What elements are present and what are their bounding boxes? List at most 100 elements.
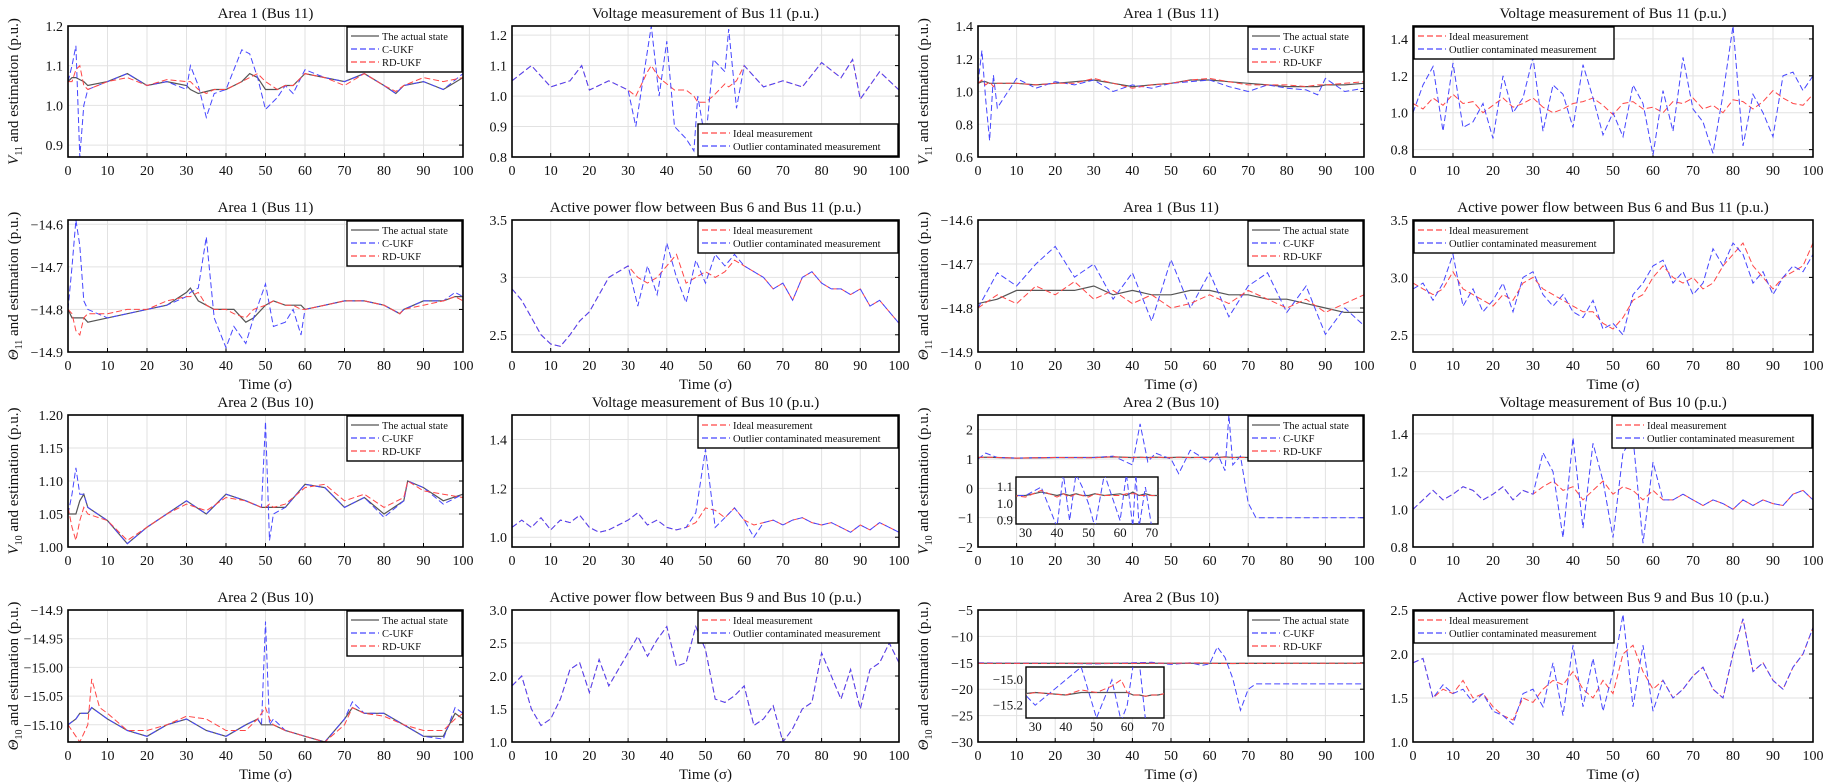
legend: The actual state C-UKF RD-UKF xyxy=(1247,26,1364,73)
x-tick-label: 40 xyxy=(1125,359,1139,374)
y-tick-label: 1.00 xyxy=(39,541,64,556)
legend-label-cukf: C-UKF xyxy=(1283,45,1315,56)
x-tick-label: 40 xyxy=(660,554,674,569)
legend-box xyxy=(697,220,899,254)
x-tick-label: 70 xyxy=(1241,749,1255,764)
x-tick-label: 80 xyxy=(1726,749,1740,764)
series-line-rdukf xyxy=(68,678,463,742)
inset-x-tick-label: 30 xyxy=(1029,719,1042,734)
x-tick-label: 80 xyxy=(377,749,391,764)
x-tick-label: 30 xyxy=(621,164,635,179)
y-tick-label: 1.4 xyxy=(956,20,974,35)
x-tick-label: 60 xyxy=(1203,554,1217,569)
legend-label-rdukf: RD-UKF xyxy=(1283,58,1322,69)
y-tick-label: 1.05 xyxy=(39,508,64,523)
y-tick-label: 1.2 xyxy=(490,482,508,497)
x-tick-label: 10 xyxy=(101,164,115,179)
legend: The actual state C-UKF RD-UKF xyxy=(1247,415,1364,462)
x-tick-label: 80 xyxy=(815,554,829,569)
plot-frame xyxy=(1412,414,1814,548)
x-tick-label: 60 xyxy=(737,359,751,374)
x-tick-label: 30 xyxy=(1087,554,1101,569)
y-axis-text: and estimation (p.u.) xyxy=(6,212,22,340)
series-line-rdukf xyxy=(978,77,1364,89)
subplot-1-4: 0 10 20 30 40 50 60 70 80 90 100 0.8 1.0 1.2 1.4 Voltag… xyxy=(1391,6,1824,179)
x-tick-label: 20 xyxy=(1048,359,1062,374)
y-axis-label: V10 and estimation (p.u.) xyxy=(916,407,935,554)
y-tick-label: −30 xyxy=(951,736,973,751)
inset-x-tick-label: 60 xyxy=(1114,525,1127,540)
y-tick-label: 1.0 xyxy=(490,736,508,751)
legend-label-actual: The actual state xyxy=(1283,32,1349,43)
legend: The actual state C-UKF RD-UKF xyxy=(346,220,463,267)
x-tick-label: 0 xyxy=(1410,359,1417,374)
x-tick-label: 70 xyxy=(1686,554,1700,569)
x-tick-label: 0 xyxy=(1410,749,1417,764)
x-tick-label: 90 xyxy=(1318,554,1332,569)
x-tick-label: 10 xyxy=(101,554,115,569)
legend: Ideal measurement Outlier contaminated me… xyxy=(1413,26,1615,60)
y-tick-label: 1.2 xyxy=(956,53,974,68)
legend-label-ideal: Ideal measurement xyxy=(733,421,813,432)
x-tick-label: 0 xyxy=(975,749,982,764)
inset-x-tick-label: 70 xyxy=(1151,719,1164,734)
y-tick-label: 0.9 xyxy=(490,121,508,136)
subplot-1-3: 0 10 20 30 40 50 60 70 80 90 100 0.6 0.8 1.0 1.2 1.4 Are… xyxy=(916,6,1375,179)
legend: Ideal measurement Outlier contaminated me… xyxy=(1413,220,1615,254)
legend-label-cukf: C-UKF xyxy=(382,434,414,445)
y-tick-label: 1.1 xyxy=(46,60,64,75)
subplot-3-1: 0 10 20 30 40 50 60 70 80 90 100 1.00 1.05 1.10 1.15 1.… xyxy=(6,395,474,569)
y-tick-label: −14.9 xyxy=(31,346,63,361)
x-tick-label: 30 xyxy=(1526,359,1540,374)
legend: The actual state C-UKF RD-UKF xyxy=(346,26,463,73)
legend: Ideal measurement Outlier contaminated me… xyxy=(1413,610,1615,644)
x-tick-label: 0 xyxy=(509,359,516,374)
x-tick-label: 90 xyxy=(1318,164,1332,179)
y-axis-symbol: Θ xyxy=(6,349,22,360)
legend-box xyxy=(346,415,463,462)
legend-label-rdukf: RD-UKF xyxy=(382,642,421,653)
subplot-2-3: 0 10 20 30 40 50 60 70 80 90 100 −14.9 −14.8 −14.7 −14… xyxy=(916,200,1375,393)
x-tick-label: 60 xyxy=(1646,749,1660,764)
x-tick-label: 50 xyxy=(699,749,713,764)
inset-series-rdukf xyxy=(1016,489,1158,498)
legend-label-outlier: Outlier contaminated measurement xyxy=(1449,239,1597,250)
x-tick-label: 60 xyxy=(737,164,751,179)
x-tick-label: 70 xyxy=(776,749,790,764)
x-tick-label: 70 xyxy=(1686,749,1700,764)
legend-label-cukf: C-UKF xyxy=(382,239,414,250)
x-tick-label: 90 xyxy=(853,164,867,179)
y-tick-label: −10 xyxy=(951,630,973,645)
x-tick-label: 30 xyxy=(180,359,194,374)
x-tick-label: 10 xyxy=(1446,164,1460,179)
x-tick-label: 100 xyxy=(453,749,474,764)
plot-frame xyxy=(977,414,1365,548)
y-axis-label: Θ11 and estimation (p.u.) xyxy=(6,212,25,360)
x-tick-label: 20 xyxy=(140,164,154,179)
series-line-outlier xyxy=(512,242,899,347)
x-tick-label: 50 xyxy=(259,749,273,764)
x-tick-label: 70 xyxy=(776,554,790,569)
y-tick-label: 0.8 xyxy=(1391,541,1409,556)
x-tick-label: 80 xyxy=(1726,554,1740,569)
legend-label-ideal: Ideal measurement xyxy=(733,616,813,627)
y-axis-text: and estimation (p.u.) xyxy=(6,407,22,535)
x-tick-label: 0 xyxy=(975,554,982,569)
x-tick-label: 70 xyxy=(1241,554,1255,569)
subplot-4-1: 0 10 20 30 40 50 60 70 80 90 100 −15.10 −15.05 −15.00… xyxy=(6,590,474,783)
x-tick-label: 50 xyxy=(1606,359,1620,374)
x-axis-label: Time (σ) xyxy=(1145,377,1198,393)
x-tick-label: 100 xyxy=(1354,359,1375,374)
x-tick-label: 100 xyxy=(889,749,910,764)
x-tick-label: 40 xyxy=(1125,749,1139,764)
x-tick-label: 10 xyxy=(101,359,115,374)
x-tick-label: 30 xyxy=(621,554,635,569)
legend-label-ideal: Ideal measurement xyxy=(733,226,813,237)
x-tick-label: 20 xyxy=(582,164,596,179)
y-axis-symbol: V xyxy=(6,154,22,165)
inset-x-tick-label: 50 xyxy=(1082,525,1095,540)
x-tick-label: 20 xyxy=(1048,164,1062,179)
y-tick-label: 1.1 xyxy=(490,60,508,75)
subplot-title: Voltage measurement of Bus 11 (p.u.) xyxy=(1499,6,1726,22)
